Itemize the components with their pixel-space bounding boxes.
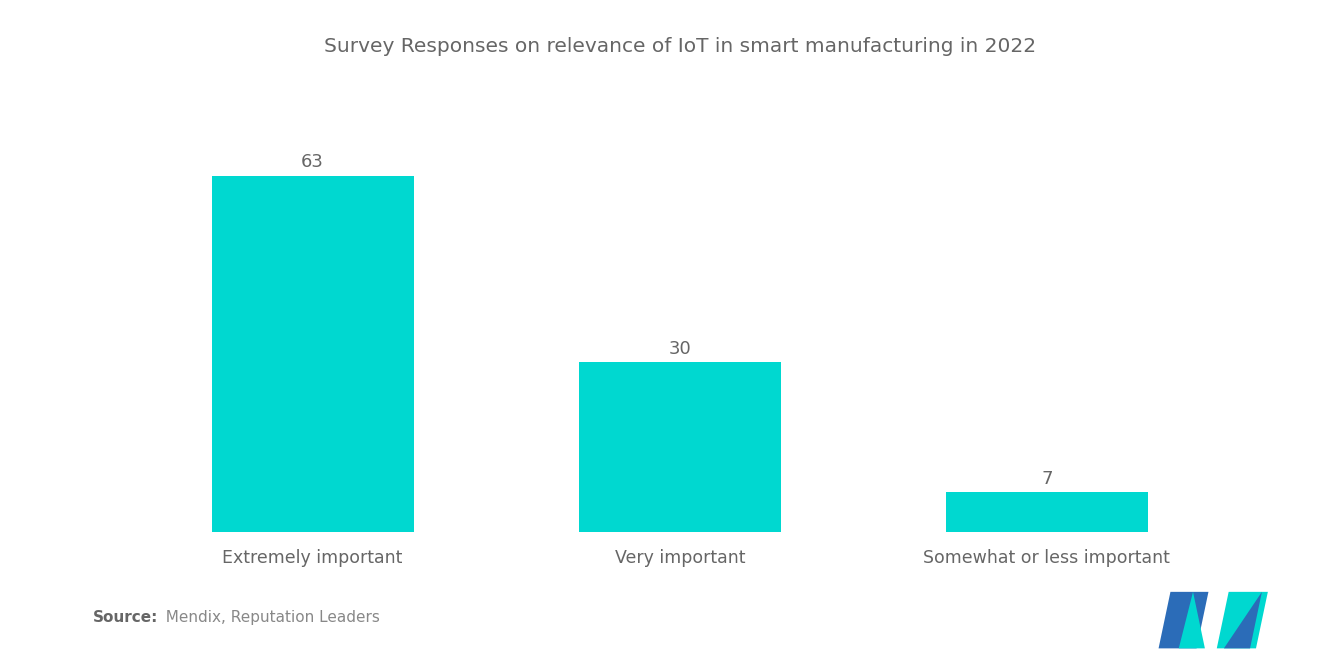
Text: Source:: Source:	[92, 610, 158, 625]
Bar	[211, 176, 413, 532]
Polygon shape	[1179, 592, 1205, 648]
Bar	[946, 492, 1148, 532]
Polygon shape	[1217, 592, 1267, 648]
Text: Mendix, Reputation Leaders: Mendix, Reputation Leaders	[156, 610, 380, 625]
Bar	[579, 362, 780, 532]
Text: 7: 7	[1041, 470, 1052, 488]
Polygon shape	[1224, 592, 1262, 648]
Title: Survey Responses on relevance of IoT in smart manufacturing in 2022: Survey Responses on relevance of IoT in …	[323, 37, 1036, 56]
Text: 30: 30	[668, 340, 692, 358]
Polygon shape	[1159, 592, 1209, 648]
Text: 63: 63	[301, 154, 325, 172]
